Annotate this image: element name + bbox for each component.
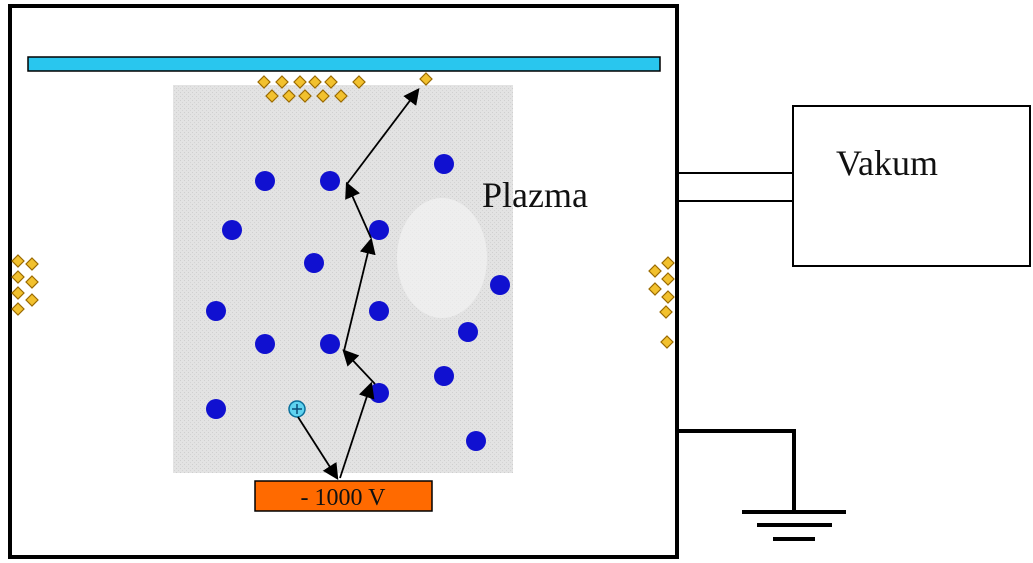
path-arrow bbox=[346, 88, 420, 185]
plasma-glow bbox=[397, 198, 487, 318]
atom-diamond bbox=[661, 256, 675, 270]
plasma-label: Plazma bbox=[482, 175, 588, 215]
atom-diamond bbox=[352, 75, 366, 89]
cathode-target bbox=[254, 480, 433, 512]
sputtered-atoms-top bbox=[257, 72, 433, 103]
ion bbox=[466, 431, 486, 451]
ion bbox=[490, 275, 510, 295]
ion bbox=[255, 171, 275, 191]
ion bbox=[206, 399, 226, 419]
atom-diamond bbox=[282, 89, 296, 103]
atom-diamond bbox=[293, 75, 307, 89]
atom-diamond bbox=[11, 286, 25, 300]
path-arrow bbox=[339, 381, 375, 479]
atom-diamond bbox=[308, 75, 322, 89]
incident-ion-icon bbox=[288, 400, 306, 418]
path-arrow bbox=[343, 237, 376, 352]
atom-diamond bbox=[25, 257, 39, 271]
ion bbox=[206, 301, 226, 321]
ion bbox=[255, 334, 275, 354]
atom-diamond bbox=[661, 272, 675, 286]
ion bbox=[458, 322, 478, 342]
atom-diamond bbox=[298, 89, 312, 103]
substrate bbox=[27, 56, 661, 72]
plasma-ions bbox=[206, 154, 510, 451]
atom-diamond bbox=[316, 89, 330, 103]
atom-diamond bbox=[648, 264, 662, 278]
vacuum-pump-box bbox=[792, 105, 1031, 267]
atom-diamond bbox=[648, 282, 662, 296]
vacuum-pipe bbox=[677, 172, 794, 202]
atom-diamond bbox=[659, 305, 673, 319]
ion bbox=[320, 334, 340, 354]
atom-diamond bbox=[11, 254, 25, 268]
atom-diamond bbox=[324, 75, 338, 89]
path-arrow bbox=[342, 349, 376, 385]
atom-diamond bbox=[265, 89, 279, 103]
atom-diamond bbox=[25, 275, 39, 289]
atom-diamond bbox=[11, 302, 25, 316]
ground-icon bbox=[742, 510, 846, 541]
cathode-voltage-label: - 1000 V bbox=[301, 485, 387, 511]
vacuum-chamber bbox=[8, 4, 679, 559]
ion bbox=[369, 220, 389, 240]
path-arrow bbox=[345, 181, 372, 239]
atom-diamond bbox=[257, 75, 271, 89]
atom-diamond bbox=[275, 75, 289, 89]
sputtered-atoms-left bbox=[11, 254, 39, 316]
atom-diamond bbox=[661, 290, 675, 304]
atom-diamond bbox=[25, 293, 39, 307]
atom-diamond bbox=[11, 270, 25, 284]
ion bbox=[434, 154, 454, 174]
atom-diamond bbox=[419, 72, 433, 86]
atom-diamond bbox=[660, 335, 674, 349]
ion bbox=[369, 301, 389, 321]
path-arrow bbox=[297, 416, 339, 481]
ion bbox=[434, 366, 454, 386]
ion bbox=[320, 171, 340, 191]
ion bbox=[369, 383, 389, 403]
collision-path bbox=[297, 88, 420, 481]
sputtered-atoms-right bbox=[648, 256, 675, 349]
ground-wire bbox=[678, 429, 796, 512]
atom-diamond bbox=[334, 89, 348, 103]
ion bbox=[222, 220, 242, 240]
ion bbox=[304, 253, 324, 273]
vacuum-label: Vakum bbox=[836, 143, 938, 183]
